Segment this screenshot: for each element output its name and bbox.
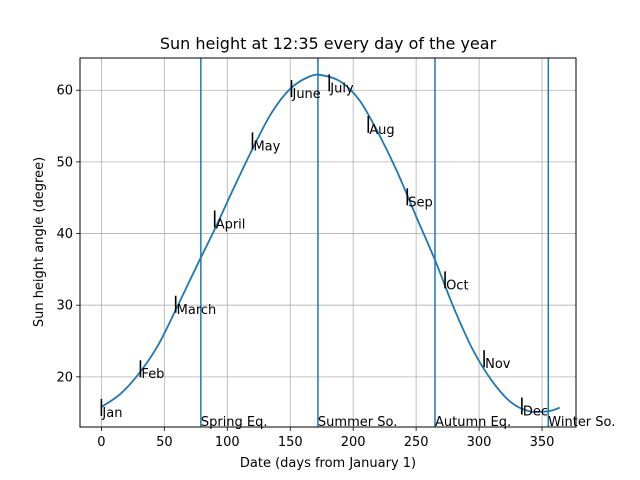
x-tick-label: 150 [278,435,303,450]
month-label: May [253,139,280,154]
x-tick-label: 350 [530,435,555,450]
y-tick-label: 60 [56,84,73,99]
month-label: June [291,87,320,102]
event-label: Autumn Eq. [435,415,511,430]
month-label: Dec [523,405,548,420]
month-label: Sep [408,195,433,210]
month-label: Jan [101,406,122,421]
event-label: Winter So. [548,415,615,430]
sun-height-series [100,73,560,413]
month-label: Nov [485,357,511,372]
month-label: April [216,217,246,232]
x-tick-label: 300 [467,435,492,450]
month-label: March [177,303,217,318]
y-axis-ticks: 20 30 40 50 60 [56,84,80,385]
sun-height-line [100,73,560,413]
y-tick-label: 40 [56,227,73,242]
chart-title: Sun height at 12:35 every day of the yea… [160,34,497,53]
x-tick-label: 250 [404,435,429,450]
y-tick-label: 50 [56,155,73,170]
month-label: July [329,81,354,96]
x-tick-label: 0 [97,435,105,450]
y-axis-label: Sun height angle (degree) [32,157,47,327]
month-label: Feb [141,367,164,382]
y-tick-label: 30 [56,299,73,314]
month-label: Aug [369,123,394,138]
month-label: Oct [446,278,468,293]
event-label: Spring Eq. [201,415,268,430]
y-tick-label: 20 [56,370,73,385]
x-tick-label: 50 [156,435,173,450]
event-label: Summer So. [318,415,397,430]
x-axis-ticks: 0 50 100 150 200 250 300 350 [97,427,554,450]
event-lines: Spring Eq. Summer So. Autumn Eq. Winter So. [200,58,615,430]
x-tick-label: 100 [215,435,240,450]
month-markers: Jan Feb March April May June July Aug Sep Oct Nov D… [100,74,548,421]
plot-frame [79,57,577,428]
grid-lines [80,58,576,427]
x-axis-label: Date (days from January 1) [240,456,416,471]
x-tick-label: 200 [341,435,366,450]
